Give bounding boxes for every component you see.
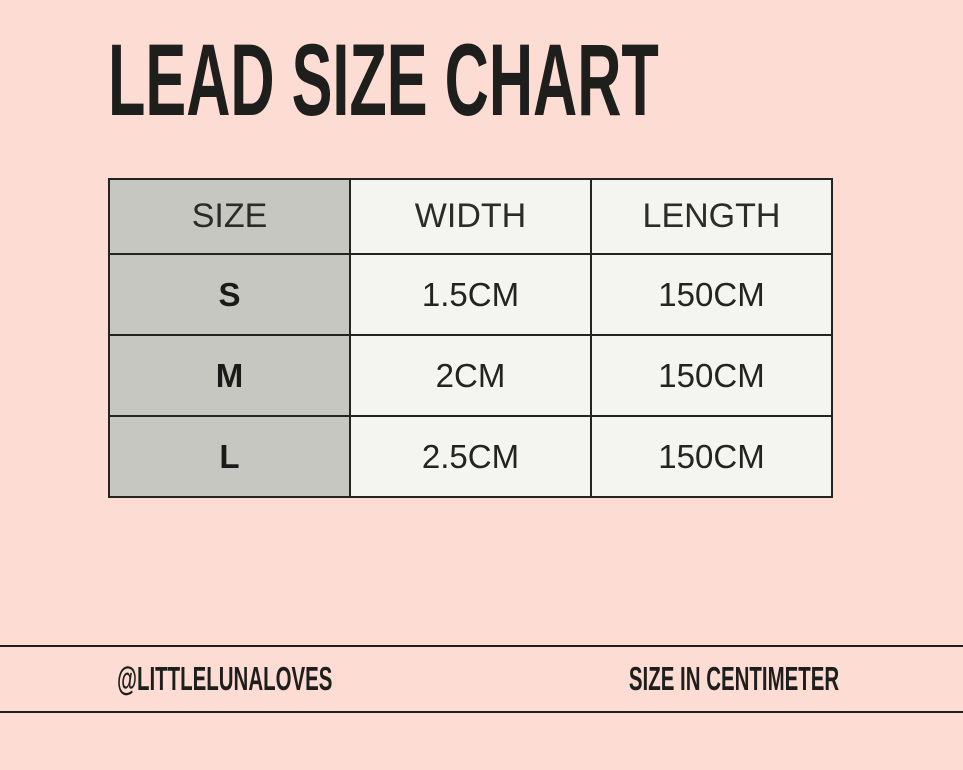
table-header-row: SIZE WIDTH LENGTH	[108, 178, 833, 255]
table-row: L 2.5CM 150CM	[108, 415, 833, 498]
column-header-width: WIDTH	[349, 178, 592, 255]
width-cell: 1.5CM	[349, 253, 592, 336]
size-cell: M	[108, 334, 351, 417]
width-cell: 2.5CM	[349, 415, 592, 498]
length-cell: 150CM	[590, 415, 833, 498]
size-cell: S	[108, 253, 351, 336]
table-row: S 1.5CM 150CM	[108, 253, 833, 336]
width-cell: 2CM	[349, 334, 592, 417]
page-title: LEAD SIZE CHART	[108, 23, 659, 137]
length-cell: 150CM	[590, 334, 833, 417]
social-handle: @LITTLELUNALOVES	[117, 660, 333, 697]
size-cell: L	[108, 415, 351, 498]
column-header-length: LENGTH	[590, 178, 833, 255]
column-header-size: SIZE	[108, 178, 351, 255]
unit-note: SIZE IN CENTIMETER	[628, 660, 839, 697]
table-row: M 2CM 150CM	[108, 334, 833, 417]
footer-band: @LITTLELUNALOVES SIZE IN CENTIMETER	[0, 645, 963, 713]
length-cell: 150CM	[590, 253, 833, 336]
size-chart-table: SIZE WIDTH LENGTH S 1.5CM 150CM M 2CM 15…	[108, 178, 833, 498]
